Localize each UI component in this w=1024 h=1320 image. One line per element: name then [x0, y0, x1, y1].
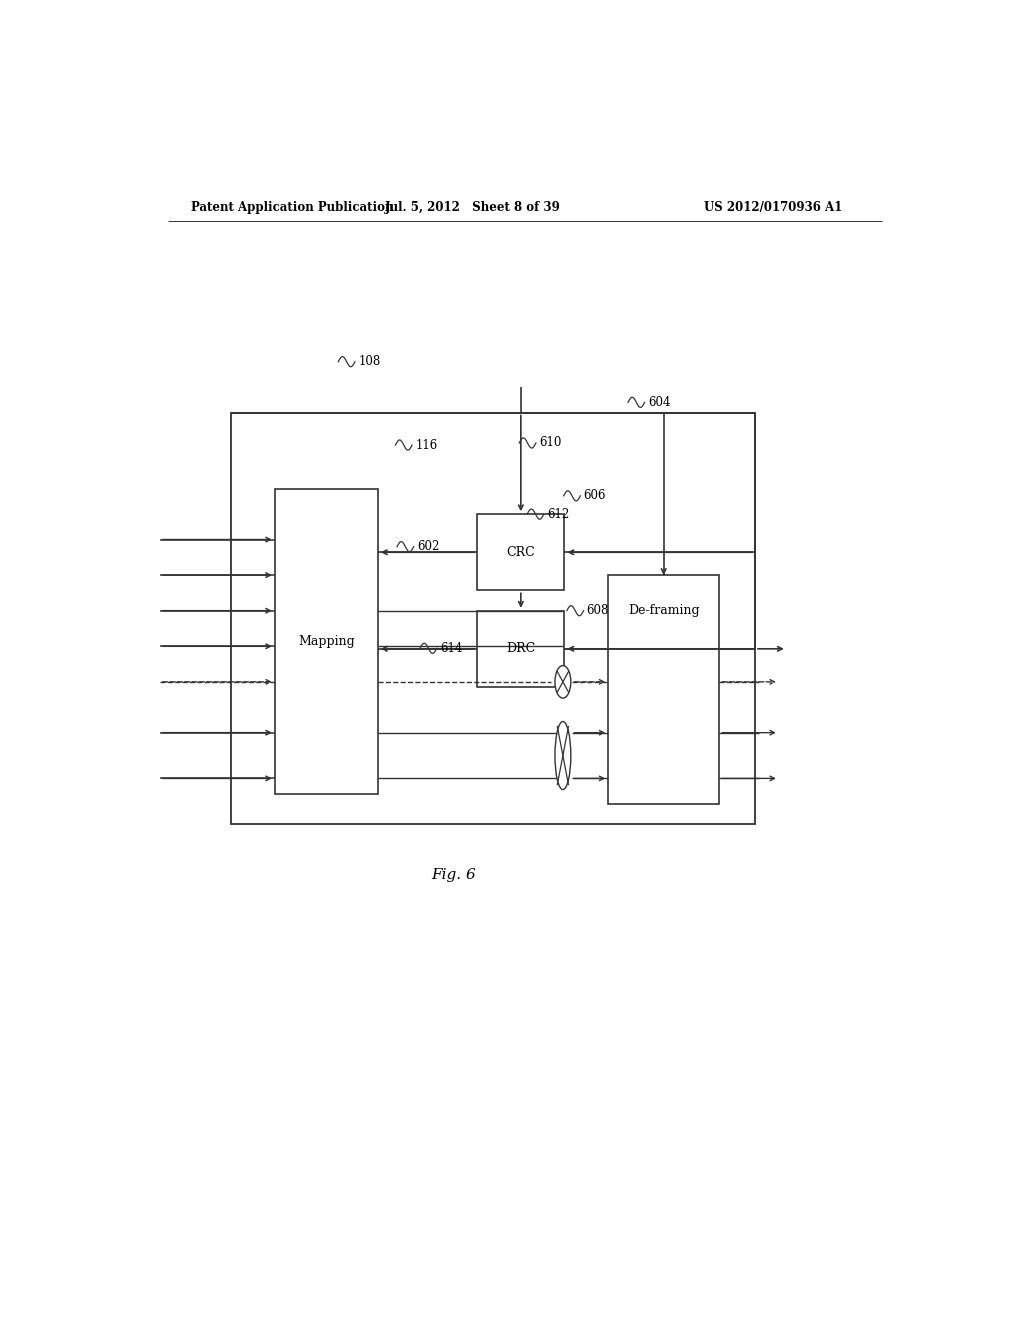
Text: US 2012/0170936 A1: US 2012/0170936 A1 [703, 201, 842, 214]
Text: 108: 108 [358, 355, 380, 368]
Text: Jul. 5, 2012   Sheet 8 of 39: Jul. 5, 2012 Sheet 8 of 39 [385, 201, 561, 214]
Text: 606: 606 [584, 490, 606, 503]
Text: 612: 612 [547, 508, 569, 520]
Bar [608, 576, 719, 804]
Text: 604: 604 [648, 396, 671, 409]
Ellipse shape [555, 722, 570, 789]
Bar [477, 515, 564, 590]
Bar [477, 611, 564, 686]
Text: DRC: DRC [506, 643, 536, 655]
Bar [231, 413, 755, 824]
Text: 614: 614 [440, 642, 462, 655]
Text: Fig. 6: Fig. 6 [431, 869, 476, 882]
Text: 610: 610 [539, 437, 561, 450]
Text: De-framing: De-framing [628, 605, 699, 618]
Text: 608: 608 [587, 605, 609, 618]
Ellipse shape [555, 665, 570, 698]
Text: 602: 602 [417, 540, 439, 553]
Text: Patent Application Publication: Patent Application Publication [191, 201, 394, 214]
Text: 116: 116 [416, 438, 437, 451]
Text: Mapping: Mapping [298, 635, 354, 648]
Text: CRC: CRC [507, 545, 536, 558]
Bar [274, 488, 378, 793]
